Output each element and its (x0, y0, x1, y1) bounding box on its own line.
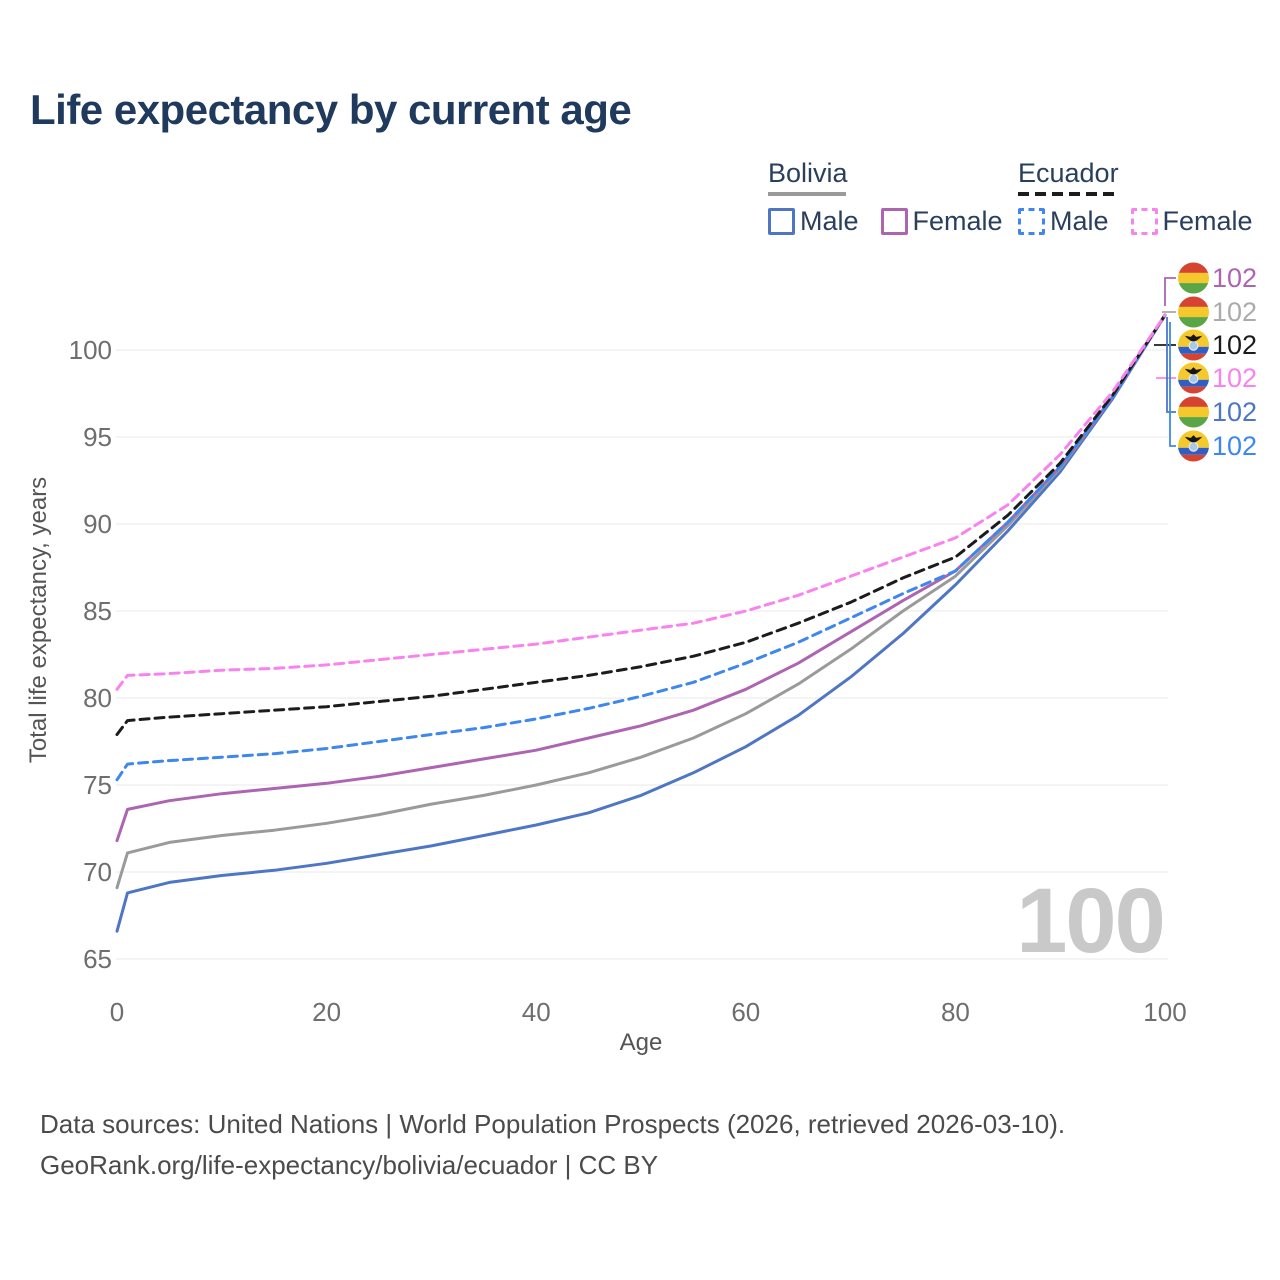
y-axis-title: Total life expectancy, years (25, 477, 52, 763)
end-value-label-2: 102 (1212, 330, 1257, 360)
bolivia-solid-line-sample (768, 192, 846, 196)
legend-label-bolivia-female: Female (912, 206, 1003, 236)
x-axis-tick-labels: 0 20 40 60 80 100 (110, 997, 1187, 1027)
ecuador-dashed-line-sample (1018, 192, 1114, 196)
y-tick-80: 80 (83, 683, 112, 713)
bolivia-flag-icon (1178, 297, 1209, 328)
legend-label-bolivia-male: Male (800, 206, 859, 236)
y-tick-95: 95 (83, 422, 112, 452)
end-value-label-3: 102 (1212, 363, 1257, 393)
legend-item-ecuador-male[interactable]: Male (1018, 206, 1109, 237)
page-title: Life expectancy by current age (30, 86, 632, 133)
legend-item-bolivia-male[interactable]: Male (768, 206, 859, 237)
y-tick-100: 100 (69, 335, 112, 365)
x-tick-100: 100 (1143, 997, 1186, 1027)
end-value-label-5: 102 (1212, 431, 1257, 461)
data-source-footer: Data sources: United Nations | World Pop… (40, 1104, 1065, 1186)
y-tick-75: 75 (83, 770, 112, 800)
y-axis-tick-labels: 65 70 75 80 85 90 95 100 (69, 335, 112, 974)
leader-line-bolivia-4 (1166, 317, 1176, 413)
y-tick-70: 70 (83, 857, 112, 887)
bolivia-flag-icon (1178, 263, 1209, 294)
y-tick-90: 90 (83, 509, 112, 539)
ecuador-male-swatch-icon (1018, 208, 1045, 235)
legend-group-bolivia: Bolivia Male Female (768, 160, 1003, 237)
ecuador-flag-icon (1178, 431, 1209, 462)
x-tick-60: 60 (731, 997, 760, 1027)
gridlines (116, 349, 1168, 960)
y-tick-85: 85 (83, 596, 112, 626)
leader-line-ecuador-5 (1169, 322, 1176, 447)
footer-line-1: Data sources: United Nations | World Pop… (40, 1109, 1066, 1139)
series-line-bolivia-male[interactable] (115, 313, 1167, 933)
legend-country-ecuador: Ecuador (1018, 158, 1119, 188)
legend-country-bolivia: Bolivia (768, 158, 848, 188)
series-line-ecuador-female[interactable] (115, 313, 1167, 691)
x-tick-0: 0 (110, 997, 124, 1027)
footer-line-2: GeoRank.org/life-expectancy/bolivia/ecua… (40, 1150, 659, 1180)
legend-row-ecuador: Male Female (1018, 206, 1253, 237)
end-label-flags (1178, 263, 1209, 462)
ecuador-flag-icon (1178, 330, 1209, 361)
leader-line-bolivia-0 (1164, 277, 1176, 306)
ecuador-flag-icon (1178, 363, 1209, 394)
series-line-bolivia-both[interactable] (115, 313, 1167, 890)
end-value-label-4: 102 (1212, 397, 1257, 427)
legend: Bolivia Male Female Ecuador Male (768, 160, 1273, 245)
series-line-ecuador-male[interactable] (115, 313, 1167, 782)
legend-label-ecuador-male: Male (1050, 206, 1109, 236)
ecuador-female-swatch-icon (1130, 208, 1158, 235)
bolivia-flag-icon (1178, 397, 1209, 428)
series-line-bolivia-female[interactable] (115, 313, 1167, 843)
legend-group-ecuador: Ecuador Male Female (1018, 160, 1253, 237)
y-tick-65: 65 (83, 944, 112, 974)
end-value-label-1: 102 (1212, 297, 1257, 327)
end-value-label-0: 102 (1212, 263, 1257, 293)
legend-row-bolivia: Male Female (768, 206, 1003, 237)
legend-item-bolivia-female[interactable]: Female (880, 206, 1003, 237)
x-tick-40: 40 (522, 997, 551, 1027)
legend-label-ecuador-female: Female (1162, 206, 1253, 236)
x-tick-20: 20 (312, 997, 341, 1027)
x-tick-80: 80 (941, 997, 970, 1027)
age-counter-watermark: 100 (1016, 870, 1164, 972)
series-lines (115, 313, 1167, 933)
bolivia-female-swatch-icon (880, 208, 908, 235)
legend-item-ecuador-female[interactable]: Female (1130, 206, 1253, 237)
series-line-ecuador-both[interactable] (115, 313, 1167, 736)
end-label-leader-lines (1154, 277, 1176, 447)
bolivia-male-swatch-icon (768, 208, 795, 235)
x-axis-title: Age (620, 1029, 663, 1056)
